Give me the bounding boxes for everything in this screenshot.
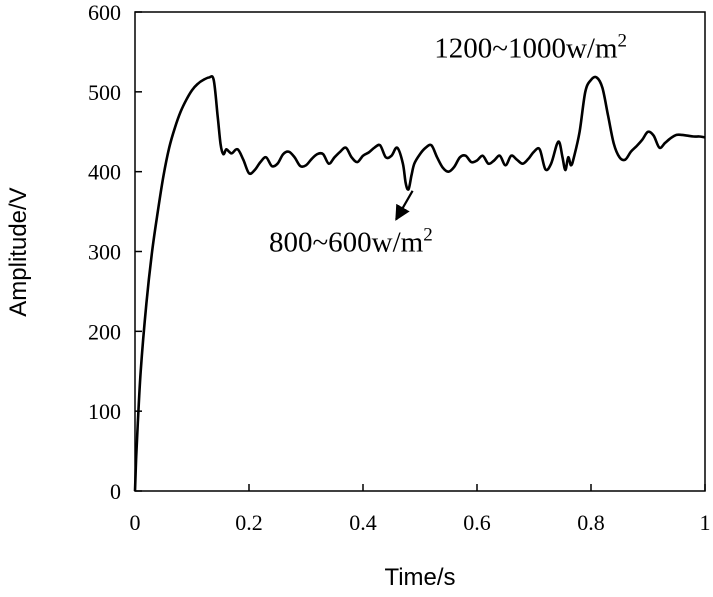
x-axis: 0 0.2 0.4 0.6 0.8 1 <box>130 484 711 535</box>
annotation-arrow <box>395 190 414 221</box>
x-tick-label: 0.8 <box>577 510 605 535</box>
y-tick-label: 300 <box>88 240 121 265</box>
annotations: 1200~1000w/m2 800~600w/m2 <box>269 31 627 259</box>
y-tick-label: 200 <box>88 319 121 344</box>
y-axis: 0 100 200 300 400 500 600 <box>88 0 142 504</box>
y-tick-label: 600 <box>88 0 121 25</box>
irradiance-annotation: 800~600w/m2 <box>269 225 433 259</box>
series-group <box>133 75 706 492</box>
x-tick-label: 0 <box>130 510 141 535</box>
series-line-amplitude <box>133 75 706 492</box>
x-tick-label: 0.4 <box>349 510 377 535</box>
irradiance-annotation: 1200~1000w/m2 <box>434 31 627 65</box>
y-axis-title: Amplitude/V <box>5 187 32 316</box>
x-axis-title: Time/s <box>384 564 455 591</box>
x-tick-label: 0.2 <box>235 510 263 535</box>
x-tick-label: 0.6 <box>463 510 491 535</box>
y-tick-label: 400 <box>88 160 121 185</box>
y-tick-label: 0 <box>110 479 121 504</box>
y-tick-label: 100 <box>88 399 121 424</box>
y-tick-label: 500 <box>88 80 121 105</box>
x-tick-label: 1 <box>700 510 711 535</box>
